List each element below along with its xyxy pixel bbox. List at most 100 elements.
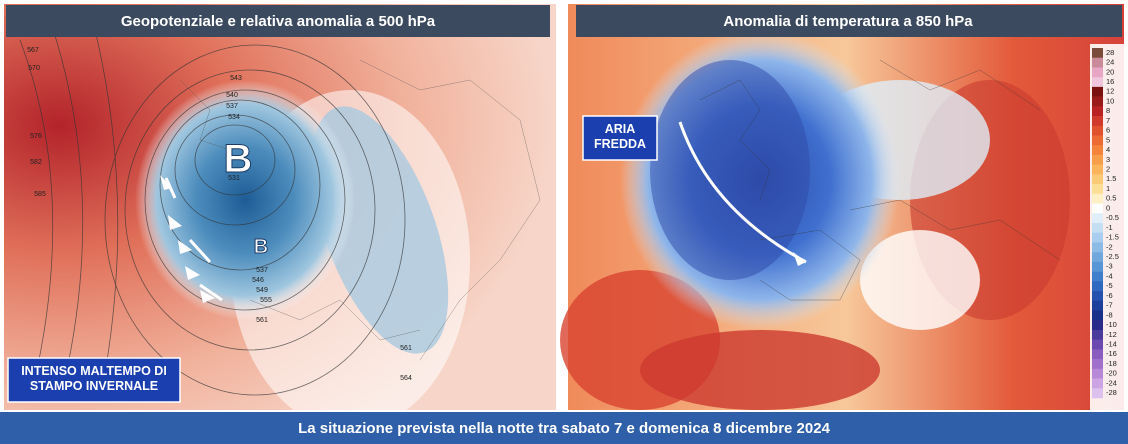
colorbar-swatch [1092,145,1103,156]
colorbar-label: -3 [1106,262,1113,271]
colorbar-swatch [1092,232,1103,243]
contour-label: 561 [256,317,268,324]
contour-label: 540 [226,92,238,99]
colorbar-label: -20 [1106,369,1117,378]
contour-label: 564 [400,375,412,382]
colorbar-label: 10 [1106,96,1114,105]
colorbar-swatch [1092,329,1103,340]
colorbar-label: 16 [1106,77,1114,86]
contour-label: 570 [28,65,40,72]
colorbar-swatch [1092,339,1103,350]
contour-label: 585 [34,191,46,198]
contour-label: 537 [256,267,268,274]
right-title: Anomalia di temperatura a 850 hPa [723,13,973,30]
colorbar-label: 28 [1106,48,1114,57]
colorbar-label: -1.5 [1106,233,1119,242]
colorbar-label: -12 [1106,330,1117,339]
left-map: Geopotenziale e relativa anomalia a 500 … [4,4,556,430]
colorbar-label: 1 [1106,184,1110,193]
footer-bar [0,412,1128,444]
colorbar-label: 0.5 [1106,194,1116,203]
colorbar-swatch [1092,252,1103,263]
colorbar-label: 7 [1106,116,1110,125]
contour-label: 567 [27,47,39,54]
contour-label: 537 [226,103,238,110]
colorbar-label: -2.5 [1106,252,1119,261]
footer: La situazione prevista nella notte tra s… [298,420,831,437]
contour-label: 531 [228,175,240,182]
colorbar-swatch [1092,281,1103,292]
colorbar-swatch [1092,320,1103,331]
colorbar-label: -6 [1106,291,1113,300]
colorbar-label: 12 [1106,87,1114,96]
callout: ARIA FREDDA [594,122,646,151]
colorbar-swatch [1092,125,1103,136]
colorbar-label: -14 [1106,340,1117,349]
colorbar-label: -16 [1106,349,1117,358]
colorbar-swatch [1092,116,1103,127]
low-label: B [254,236,268,258]
colorbar-swatch [1092,135,1103,146]
contour-label: 576 [30,133,42,140]
colorbar-label: -8 [1106,310,1113,319]
title-bar [576,5,1122,37]
colorbar-label: 1.5 [1106,174,1116,183]
colorbar-label: -5 [1106,281,1113,290]
colorbar-swatch [1092,106,1103,117]
callout-box [582,115,658,161]
colorbar-label: -7 [1106,301,1113,310]
colorbar-swatch [1092,291,1103,302]
colorbar-swatch [1092,310,1103,321]
colorbar-label: 6 [1106,126,1110,135]
contour-label: 555 [260,297,272,304]
colorbar-swatch [1092,378,1103,389]
colorbar-swatch [1092,261,1103,272]
colorbar-label: 20 [1106,67,1114,76]
colorbar-swatch [1092,271,1103,282]
colorbar-swatch [1092,368,1103,379]
colorbar-label: -2 [1106,242,1113,251]
colorbar-swatch [1092,77,1103,88]
colorbar-label: 24 [1106,58,1114,67]
contour-label: 543 [230,75,242,82]
colorbar-label: -0.5 [1106,213,1119,222]
colorbar-label: -1 [1106,223,1113,232]
colorbar-swatch [1092,359,1103,370]
colorbar-swatch [1092,154,1103,165]
colorbar-swatch [1092,86,1103,97]
low-label: B [224,137,253,181]
contour-label: 549 [256,287,268,294]
colorbar-label: 3 [1106,155,1110,164]
colorbar-swatch [1092,300,1103,311]
colorbar-label: -10 [1106,320,1117,329]
colorbar-swatch [1092,203,1103,214]
colorbar-swatch [1092,67,1103,78]
colorbar-label: -24 [1106,378,1117,387]
colorbar-label: 2 [1106,165,1110,174]
colorbar-label: 5 [1106,135,1110,144]
colorbar-label: -28 [1106,388,1117,397]
colorbar-swatch [1092,213,1103,224]
contour-label: 546 [252,277,264,284]
colorbar-swatch [1092,193,1103,204]
colorbar-swatch [1092,96,1103,107]
left-title: Geopotenziale e relativa anomalia a 500 … [121,13,436,30]
colorbar-swatch [1092,48,1103,59]
colorbar-swatch [1092,174,1103,185]
right-map: Anomalia di temperatura a 850 hPa ARIA FR… [560,4,1124,410]
colorbar-label: 4 [1106,145,1110,154]
colorbar-swatch [1092,388,1103,399]
colorbar-swatch [1092,57,1103,68]
colorbar-swatch [1092,223,1103,234]
contour-label: 534 [228,114,240,121]
colorbar-swatch [1092,184,1103,195]
colorbar-label: -18 [1106,359,1117,368]
colorbar-swatch [1092,349,1103,360]
contour-label: 561 [400,345,412,352]
colorbar-label: 0 [1106,203,1110,212]
colorbar-swatch [1092,164,1103,175]
callout-box [7,357,181,403]
title-bar [6,5,550,37]
